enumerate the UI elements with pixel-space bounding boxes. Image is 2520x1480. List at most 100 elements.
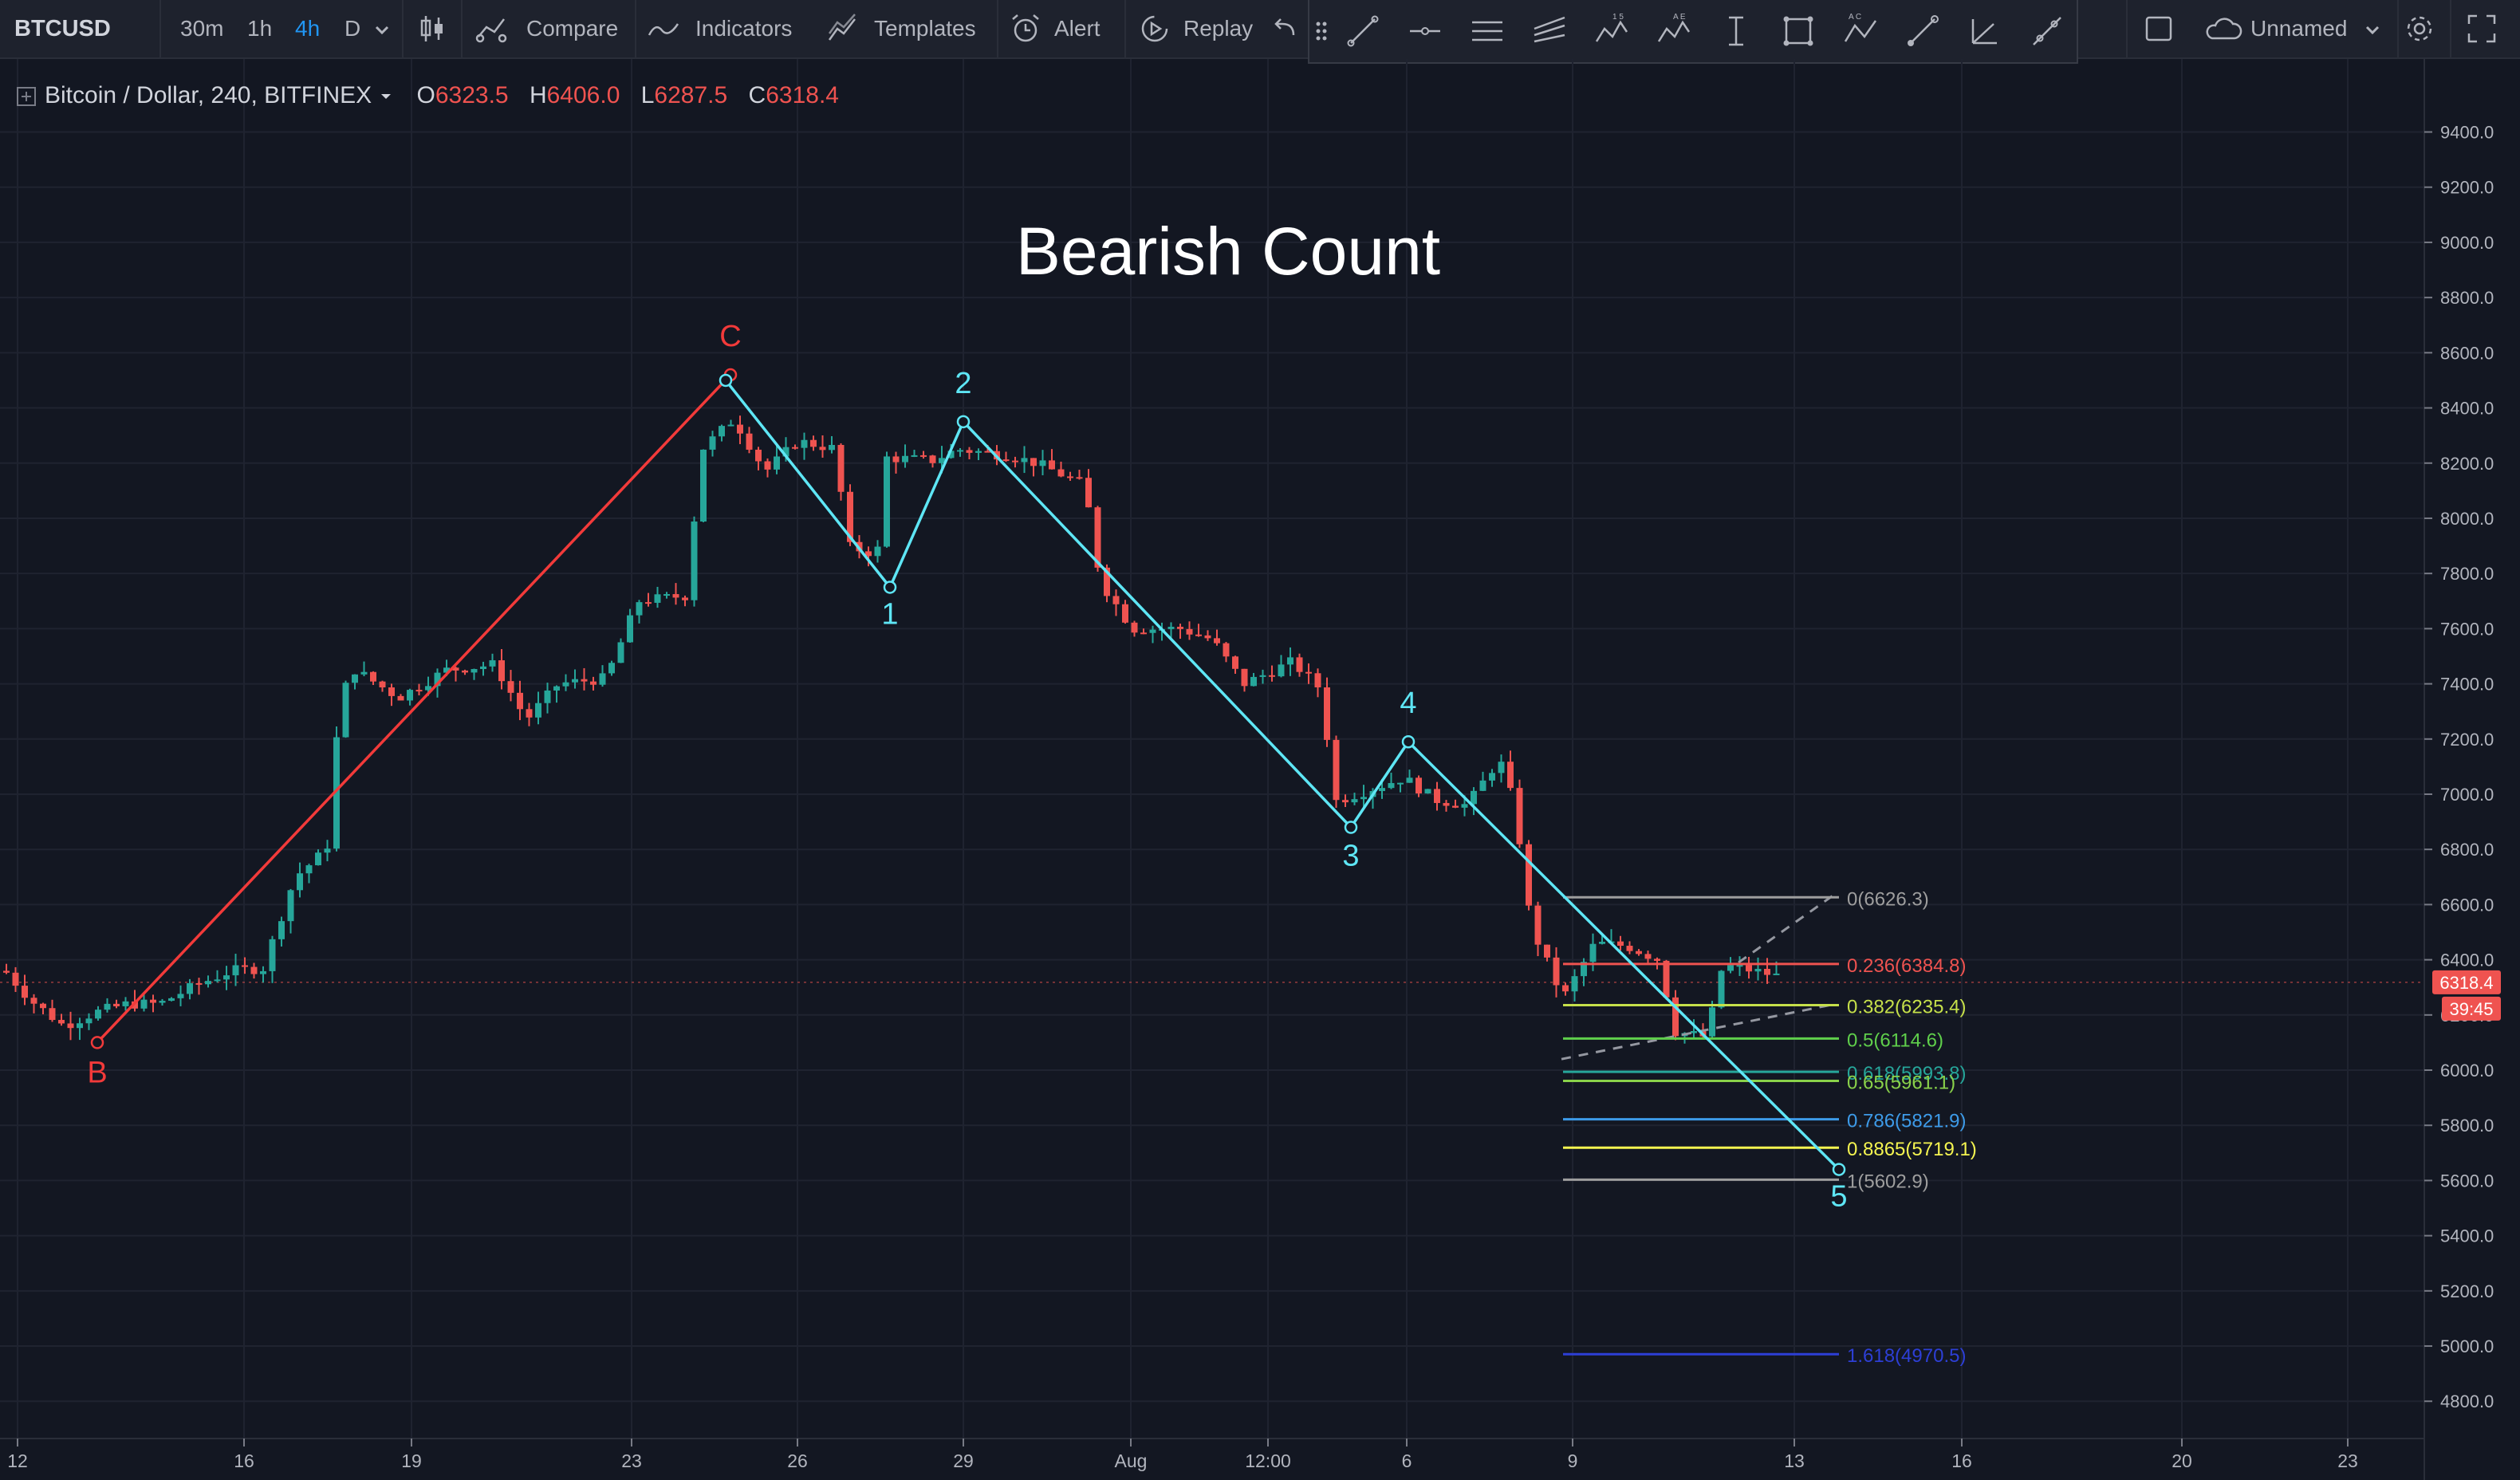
indicators-button[interactable]: Indicators — [695, 16, 793, 41]
time-tick-label: 23 — [621, 1450, 642, 1471]
candle-body — [892, 456, 900, 462]
elliott-waves[interactable]: B C 1 2 3 4 5 — [87, 320, 1847, 1214]
candle-body — [1388, 783, 1395, 789]
candle-body — [636, 602, 643, 616]
abcde-pattern-icon[interactable]: A E — [1654, 11, 1694, 51]
candle-body — [1397, 782, 1404, 785]
candle-body — [755, 449, 762, 462]
impulse-wave-point — [883, 581, 897, 594]
symbol-search-button[interactable]: BTCUSD — [14, 16, 111, 41]
last-price-label: 6318.4 — [2439, 973, 2493, 993]
expand-icon[interactable] — [2464, 11, 2499, 46]
candle-body — [507, 681, 514, 693]
interval-4h-button[interactable]: 4h — [295, 16, 321, 41]
horizontal-line-icon[interactable] — [1405, 11, 1445, 51]
time-tick-label: 26 — [787, 1450, 808, 1471]
candle-body — [1471, 790, 1477, 805]
series-title[interactable]: Bitcoin / Dollar, 240, BITFINEX — [45, 82, 372, 108]
candle-body — [737, 424, 743, 434]
toolbar-divider — [2126, 0, 2128, 57]
candle-body — [1773, 973, 1780, 975]
price-axis[interactable]: 9400.0 9200.0 9000.0 8800.0 8600.0 8400.0 8200… — [2424, 123, 2494, 1412]
text-cursor-icon[interactable] — [1716, 11, 1756, 51]
chevron-down-icon[interactable] — [370, 11, 394, 46]
candle-body — [1104, 567, 1110, 596]
candle-body — [67, 1023, 74, 1029]
fib-level-label: 0.236(6384.8) — [1847, 955, 1966, 977]
interval-30m-button[interactable]: 30m — [180, 16, 224, 41]
toolbar-divider — [159, 0, 161, 57]
candle-body — [782, 447, 789, 457]
interval-1h-button[interactable]: 1h — [247, 16, 273, 41]
candle-body — [425, 686, 431, 691]
candle-body — [911, 455, 918, 457]
time-tick-label: 16 — [234, 1450, 254, 1471]
candlestick-icon[interactable] — [415, 11, 450, 46]
time-tick-label: 19 — [401, 1450, 422, 1471]
trend-line-icon[interactable] — [1343, 11, 1383, 51]
fullscreen-square-icon[interactable] — [2142, 11, 2177, 46]
layout-name-button[interactable]: Unnamed — [2250, 16, 2348, 41]
candle-body — [920, 455, 927, 457]
interval-d-button[interactable]: D — [345, 16, 361, 41]
angle-tool-icon[interactable] — [1965, 11, 2005, 51]
time-tick-label: 23 — [2337, 1450, 2358, 1471]
rectangle-icon[interactable] — [1778, 11, 1818, 51]
candle-body — [1553, 957, 1560, 986]
caret-down-icon[interactable] — [376, 87, 396, 106]
candle-body — [1140, 632, 1147, 635]
toolbar-divider — [2450, 0, 2451, 57]
time-axis[interactable]: 12 16 19 23 26 29 Aug 12:00 6 9 13 16 20 23 — [7, 1439, 2358, 1471]
candle-body — [1223, 643, 1230, 657]
candle-body — [242, 965, 248, 967]
candle-body — [388, 687, 395, 696]
candle-body — [1764, 968, 1770, 975]
candle-body — [223, 975, 230, 980]
fib-retracement[interactable]: 0(6626.3) 0.236(6384.8) 0.382(6235.4) 0.5(6… — [1561, 888, 1977, 1367]
parallel-channel-icon[interactable] — [1467, 11, 1507, 51]
chart-title[interactable]: Bearish Count — [1016, 214, 1440, 289]
undo-icon[interactable] — [1271, 11, 1300, 46]
candle-body — [1617, 941, 1624, 947]
bar-countdown-label: 39:45 — [2449, 999, 2493, 1019]
compare-button[interactable]: Compare — [526, 16, 619, 41]
fib-level-label: 0.618(5993.8) — [1847, 1063, 1966, 1084]
brush-icon[interactable] — [1903, 11, 1943, 51]
candle-body — [49, 1008, 56, 1021]
candle-body — [58, 1020, 65, 1024]
impulse-wave-point — [956, 415, 971, 429]
collapse-legend-icon[interactable] — [16, 86, 37, 107]
candle-body — [379, 681, 386, 688]
templates-button[interactable]: Templates — [874, 16, 976, 41]
replay-button[interactable]: Replay — [1183, 16, 1254, 41]
open-value: 6323.5 — [435, 82, 509, 108]
candle-body — [544, 690, 551, 703]
alert-button[interactable]: Alert — [1054, 16, 1101, 41]
candle-body — [654, 594, 661, 603]
abc-pattern-icon[interactable]: A C — [1841, 11, 1880, 51]
candle-body — [1544, 944, 1550, 958]
xabcd-pattern-icon[interactable]: 1 5 — [1592, 11, 1632, 51]
drag-handle-icon[interactable] — [1314, 11, 1329, 51]
candle-body — [774, 456, 780, 470]
candle-body — [1479, 780, 1486, 791]
gear-icon[interactable] — [2402, 11, 2437, 46]
candle-body — [22, 986, 28, 998]
price-chart[interactable]: 0(6626.3) 0.236(6384.8) 0.382(6235.4) 0.5(6… — [0, 59, 2520, 1480]
price-tick-label: 8000.0 — [2440, 509, 2494, 529]
svg-text:1 5: 1 5 — [1612, 13, 1624, 22]
fib-level-label: 0.8865(5719.1) — [1847, 1139, 1977, 1160]
chevron-down-icon[interactable] — [2361, 11, 2384, 46]
candle-body — [939, 458, 945, 463]
countdown-badge-bg — [2442, 996, 2501, 1021]
pitchfork-icon[interactable] — [1530, 11, 1569, 51]
candle-body — [829, 444, 835, 451]
candle-body — [1534, 905, 1542, 945]
ray-icon[interactable] — [2027, 11, 2067, 51]
candle-body — [1012, 460, 1018, 462]
candle-body — [1452, 805, 1459, 808]
candle-body — [452, 667, 459, 671]
candle-body — [1727, 965, 1734, 971]
impulse-wave-point — [719, 373, 733, 388]
candle-body — [214, 979, 221, 982]
